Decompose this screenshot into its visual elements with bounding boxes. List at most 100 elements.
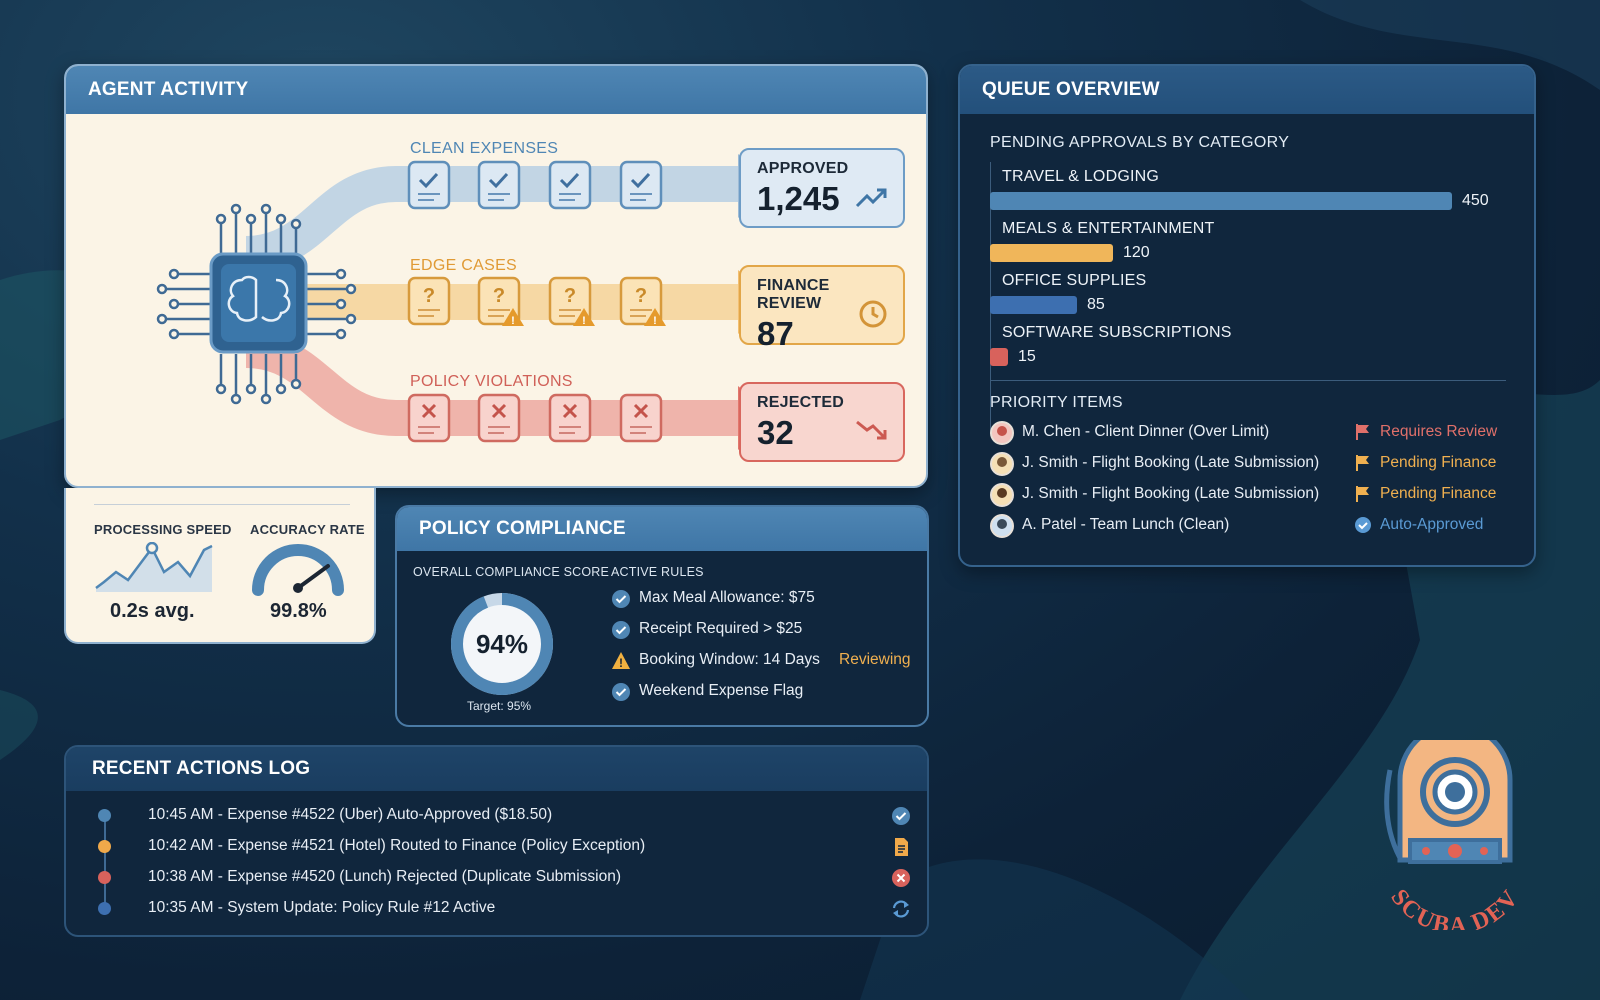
svg-text:?: ? (423, 285, 435, 307)
category-bar[interactable] (990, 348, 1008, 366)
log-entry[interactable]: 10:38 AM - Expense #4520 (Lunch) Rejecte… (92, 865, 912, 891)
rule-status-reviewing: Reviewing (839, 651, 911, 668)
recent-actions-log-title: RECENT ACTIONS LOG (66, 747, 927, 791)
category-label: OFFICE SUPPLIES (1002, 272, 1147, 289)
svg-text:?: ? (564, 285, 576, 307)
svg-text:!: ! (619, 656, 623, 670)
finance-review-label: FINANCE REVIEW (757, 277, 830, 312)
timeline-dot (98, 871, 111, 884)
policy-compliance-panel: POLICY COMPLIANCE OVERALL COMPLIANCE SCO… (395, 505, 929, 727)
rejected-card[interactable]: REJECTED 32 (739, 382, 905, 462)
lane-label-edge: EDGE CASES (410, 257, 518, 274)
ai-chip-icon (156, 203, 357, 405)
warning-icon: ! (612, 652, 630, 670)
check-circle-icon (612, 683, 630, 701)
approved-card[interactable]: APPROVED 1,245 (739, 148, 905, 228)
check-circle-icon (612, 590, 630, 608)
category-bar[interactable] (990, 296, 1077, 314)
accuracy-gauge (252, 544, 344, 596)
avatar (990, 514, 1014, 538)
metrics-divider (94, 504, 350, 505)
priority-item[interactable]: J. Smith - Flight Booking (Late Submissi… (990, 451, 1510, 477)
queue-divider (990, 380, 1506, 381)
rejected-label: REJECTED (757, 394, 844, 411)
svg-text:!: ! (653, 315, 657, 327)
processing-speed-value: 0.2s avg. (110, 600, 195, 622)
category-label: MEALS & ENTERTAINMENT (1002, 220, 1215, 237)
category-value: 450 (1462, 192, 1489, 209)
accuracy-rate-value: 99.8% (270, 600, 327, 622)
compliance-donut: 94% (451, 593, 553, 695)
metrics-panel: PROCESSING SPEED 0.2s avg. ACCURACY RATE… (64, 488, 376, 644)
priority-items-title: PRIORITY ITEMS (990, 394, 1123, 411)
refresh-icon (892, 900, 910, 918)
recent-actions-log-panel: RECENT ACTIONS LOG 10:45 AM - Expense #4… (64, 745, 929, 937)
flag-icon (1356, 486, 1369, 502)
svg-text:!: ! (582, 315, 586, 327)
log-entry[interactable]: 10:45 AM - Expense #4522 (Uber) Auto-App… (92, 803, 912, 829)
clean-expense-docs (407, 160, 663, 210)
svg-text:?: ? (635, 285, 647, 307)
queue-overview-title: QUEUE OVERVIEW (960, 66, 1534, 114)
policy-violation-docs (407, 393, 663, 443)
pending-approvals-title: PENDING APPROVALS BY CATEGORY (990, 134, 1290, 151)
category-value: 15 (1018, 348, 1036, 365)
clock-icon (859, 300, 887, 328)
policy-compliance-title: POLICY COMPLIANCE (397, 507, 927, 551)
category-label: SOFTWARE SUBSCRIPTIONS (1002, 324, 1232, 341)
speed-sparkline (95, 542, 213, 592)
check-circle-icon (612, 621, 630, 639)
svg-text:?: ? (493, 285, 505, 307)
compliance-score-label: OVERALL COMPLIANCE SCORE (413, 565, 610, 579)
edge-case-docs: ? ?! ?! ?! (407, 276, 666, 327)
finance-review-card[interactable]: FINANCE REVIEW 87 (739, 265, 905, 352)
rejected-value: 32 (757, 414, 794, 451)
category-bar[interactable] (990, 244, 1113, 262)
approved-label: APPROVED (757, 160, 849, 177)
document-icon (895, 838, 908, 856)
category-label: TRAVEL & LODGING (1002, 168, 1160, 185)
trend-up-icon (855, 188, 887, 208)
lane-label-violations: POLICY VIOLATIONS (410, 373, 573, 390)
category-bar[interactable] (990, 192, 1452, 210)
compliance-score-value: 94% (476, 629, 528, 659)
agent-activity-title: AGENT ACTIVITY (66, 66, 926, 114)
queue-overview-panel: QUEUE OVERVIEW PENDING APPROVALS BY CATE… (958, 64, 1536, 567)
lane-label-clean: CLEAN EXPENSES (410, 140, 559, 157)
priority-status: Pending Finance (1380, 454, 1497, 471)
scuba-dev-logo: SCUBA DEV (1384, 740, 1524, 930)
avatar (990, 452, 1014, 476)
flag-icon (1356, 455, 1369, 471)
log-entry[interactable]: 10:35 AM - System Update: Policy Rule #1… (92, 896, 912, 922)
timeline-dot (98, 902, 111, 915)
check-icon (892, 807, 910, 825)
timeline-line (104, 815, 106, 911)
compliance-target: Target: 95% (467, 699, 532, 713)
approved-value: 1,245 (757, 180, 840, 217)
rule-row: ! Booking Window: 14 Days Reviewing (611, 649, 911, 673)
priority-status: Requires Review (1380, 423, 1498, 440)
active-rules-label: ACTIVE RULES (611, 565, 704, 579)
accuracy-rate-label: ACCURACY RATE (250, 522, 365, 537)
priority-status: Pending Finance (1380, 485, 1497, 502)
avatar (990, 483, 1014, 507)
log-entry[interactable]: 10:42 AM - Expense #4521 (Hotel) Routed … (92, 834, 912, 860)
category-value: 120 (1123, 244, 1150, 261)
category-value: 85 (1087, 296, 1105, 313)
finance-review-value: 87 (757, 315, 794, 352)
agent-activity-panel: AGENT ACTIVITY (64, 64, 928, 488)
priority-item[interactable]: M. Chen - Client Dinner (Over Limit) Req… (990, 420, 1510, 446)
x-circle-icon (892, 869, 910, 887)
priority-item[interactable]: J. Smith - Flight Booking (Late Submissi… (990, 482, 1510, 508)
priority-item[interactable]: A. Patel - Team Lunch (Clean) Auto-Appro… (990, 513, 1510, 539)
svg-text:!: ! (511, 315, 515, 327)
timeline-dot (98, 809, 111, 822)
timeline-dot (98, 840, 111, 853)
flag-icon (1356, 424, 1369, 440)
trend-down-icon (856, 420, 887, 440)
processing-speed-label: PROCESSING SPEED (94, 522, 232, 537)
priority-status: Auto-Approved (1380, 516, 1484, 533)
check-circle-icon (1355, 517, 1371, 533)
avatar (990, 421, 1014, 445)
logo-text: SCUBA DEV (1385, 884, 1524, 930)
